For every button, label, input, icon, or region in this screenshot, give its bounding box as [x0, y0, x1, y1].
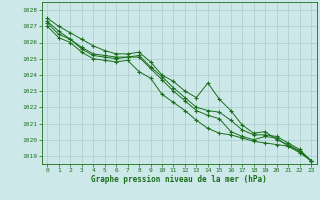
- X-axis label: Graphe pression niveau de la mer (hPa): Graphe pression niveau de la mer (hPa): [91, 175, 267, 184]
